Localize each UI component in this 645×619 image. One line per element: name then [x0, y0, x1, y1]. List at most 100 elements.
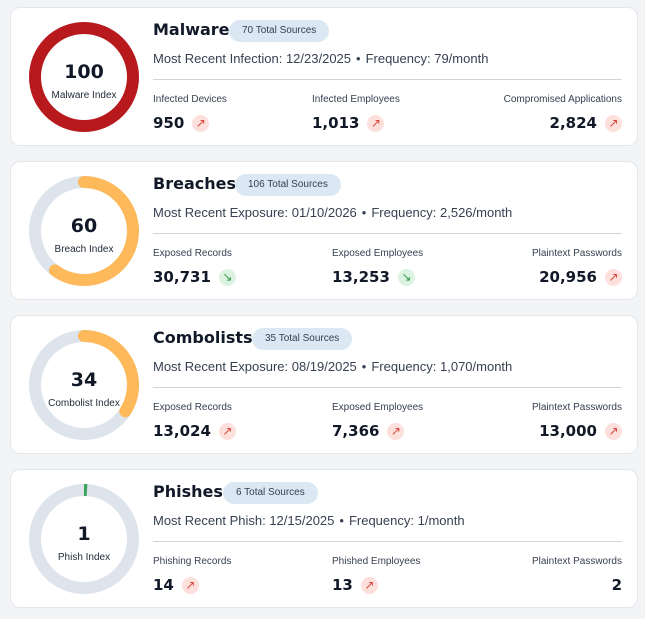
- stat-exposed-records[interactable]: Exposed Records 13,024 ↗: [153, 402, 236, 440]
- arrow-up-right-icon: ↗: [605, 422, 622, 440]
- gauge-arc: [29, 22, 139, 132]
- stat-exposed-employees[interactable]: Exposed Employees 13,253 ↘: [332, 248, 423, 286]
- gauge-label: Combolist Index: [48, 398, 120, 409]
- divider: [153, 387, 622, 388]
- divider: [153, 79, 622, 80]
- arrow-up-right-icon: ↗: [605, 268, 622, 286]
- stat-value: 13,024: [153, 422, 211, 440]
- stat-label: Phishing Records: [153, 556, 232, 567]
- stat-label: Compromised Applications: [503, 94, 622, 105]
- gauge-ring: [29, 22, 139, 132]
- stat-label: Exposed Employees: [332, 248, 424, 259]
- card-title: Malware: [153, 20, 230, 39]
- divider: [153, 233, 622, 234]
- stat-value: 1,013: [312, 114, 360, 132]
- card-subtitle: Most Recent Infection: 12/23/2025 • Freque…: [153, 51, 488, 66]
- total-sources-badge: 6 Total Sources: [223, 482, 318, 504]
- gauge-arc: [29, 484, 139, 594]
- breaches-card[interactable]: 60 Breach Index Breaches 106 Total Sourc…: [10, 161, 638, 300]
- frequency-text: Frequency: 79/month: [365, 51, 489, 66]
- arrow-up-right-icon: ↗: [192, 114, 210, 132]
- card-subtitle: Most Recent Exposure: 08/19/2025 • Frequen…: [153, 359, 512, 374]
- total-sources-badge: 35 Total Sources: [252, 328, 353, 350]
- stat-label: Exposed Employees: [332, 402, 424, 413]
- breach-index-gauge: 60 Breach Index: [28, 175, 140, 287]
- card-subtitle: Most Recent Phish: 12/15/2025 • Frequency:…: [153, 513, 465, 528]
- stat-value: 950: [153, 114, 185, 132]
- combolist-index-gauge: 34 Combolist Index: [28, 329, 140, 441]
- arrow-up-right-icon: ↗: [367, 114, 385, 132]
- most-recent-text: Most Recent Exposure: 08/19/2025: [153, 359, 357, 374]
- stat-value: 13,253: [332, 268, 390, 286]
- stat-exposed-records[interactable]: Exposed Records 30,731 ↘: [153, 248, 236, 286]
- total-sources-badge: 70 Total Sources: [229, 20, 330, 42]
- arrow-up-right-icon: ↗: [181, 576, 199, 594]
- phish-index-gauge: 1 Phish Index: [28, 483, 140, 595]
- stat-phishing-records[interactable]: Phishing Records 14 ↗: [153, 556, 231, 594]
- stat-plaintext-passwords[interactable]: Plaintext Passwords 13,000 ↗: [532, 402, 622, 440]
- gauge-ring: [29, 330, 139, 440]
- stat-label: Exposed Records: [153, 402, 232, 413]
- gauge-value: 1: [77, 523, 91, 545]
- stat-label: Infected Devices: [153, 94, 227, 105]
- stat-label: Plaintext Passwords: [531, 402, 622, 413]
- separator-dot: •: [361, 359, 367, 374]
- gauge-value: 100: [64, 61, 104, 83]
- card-title: Combolists: [153, 328, 253, 347]
- stat-exposed-employees[interactable]: Exposed Employees 7,366 ↗: [332, 402, 423, 440]
- arrow-up-right-icon: ↗: [218, 422, 236, 440]
- total-sources-badge: 106 Total Sources: [235, 174, 341, 196]
- stat-value: 2,824: [549, 114, 597, 132]
- stat-value: 2: [611, 576, 622, 594]
- arrow-up-right-icon: ↗: [387, 422, 405, 440]
- separator-dot: •: [361, 205, 367, 220]
- gauge-ring: [29, 176, 139, 286]
- malware-index-gauge: 100 Malware Index: [28, 21, 140, 133]
- divider: [153, 541, 622, 542]
- stat-label: Infected Employees: [312, 94, 400, 105]
- stat-label: Plaintext Passwords: [531, 248, 622, 259]
- stat-plaintext-passwords[interactable]: Plaintext Passwords 2: [532, 556, 622, 594]
- stat-infected-employees[interactable]: Infected Employees 1,013 ↗: [312, 94, 400, 132]
- arrow-up-right-icon: ↗: [605, 114, 622, 132]
- arrow-up-right-icon: ↗: [360, 576, 378, 594]
- gauge-label: Phish Index: [57, 552, 111, 563]
- most-recent-text: Most Recent Exposure: 01/10/2026: [153, 205, 357, 220]
- gauge-ring: [29, 484, 139, 594]
- stat-value: 7,366: [332, 422, 380, 440]
- stat-plaintext-passwords[interactable]: Plaintext Passwords 20,956 ↗: [532, 248, 622, 286]
- separator-dot: •: [339, 513, 344, 528]
- gauge-arc: [29, 330, 139, 440]
- gauge-arc: [29, 176, 139, 286]
- stat-label: Plaintext Passwords: [531, 556, 622, 567]
- arrow-down-right-icon: ↘: [218, 268, 236, 286]
- stat-phished-employees[interactable]: Phished Employees 13 ↗: [332, 556, 420, 594]
- frequency-text: Frequency: 1,070/month: [371, 359, 513, 374]
- card-subtitle: Most Recent Exposure: 01/10/2026 • Frequen…: [153, 205, 512, 220]
- frequency-text: Frequency: 1/month: [348, 513, 465, 528]
- frequency-text: Frequency: 2,526/month: [371, 205, 513, 220]
- gauge-label: Malware Index: [51, 90, 117, 101]
- gauge-value: 60: [70, 215, 98, 237]
- stat-label: Exposed Records: [153, 248, 232, 259]
- stat-infected-devices[interactable]: Infected Devices 950 ↗: [153, 94, 227, 132]
- gauge-label: Breach Index: [54, 244, 114, 255]
- gauge-value: 34: [70, 369, 98, 391]
- stat-value: 13: [332, 576, 353, 594]
- phishes-card[interactable]: 1 Phish Index Phishes 6 Total Sources Mo…: [10, 469, 638, 608]
- separator-dot: •: [356, 51, 361, 66]
- most-recent-text: Most Recent Infection: 12/23/2025: [153, 51, 352, 66]
- stat-label: Phished Employees: [332, 556, 421, 567]
- card-title: Breaches: [153, 174, 236, 193]
- stat-value: 20,956: [539, 268, 597, 286]
- stat-value: 13,000: [539, 422, 597, 440]
- arrow-down-right-icon: ↘: [397, 268, 415, 286]
- stat-compromised-applications[interactable]: Compromised Applications 2,824 ↗: [504, 94, 622, 132]
- stat-value: 30,731: [153, 268, 211, 286]
- stat-value: 14: [153, 576, 174, 594]
- card-title: Phishes: [153, 482, 223, 501]
- malware-card[interactable]: 100 Malware Index Malware 70 Total Sourc…: [10, 7, 638, 146]
- most-recent-text: Most Recent Phish: 12/15/2025: [153, 513, 335, 528]
- combolists-card[interactable]: 34 Combolist Index Combolists 35 Total S…: [10, 315, 638, 454]
